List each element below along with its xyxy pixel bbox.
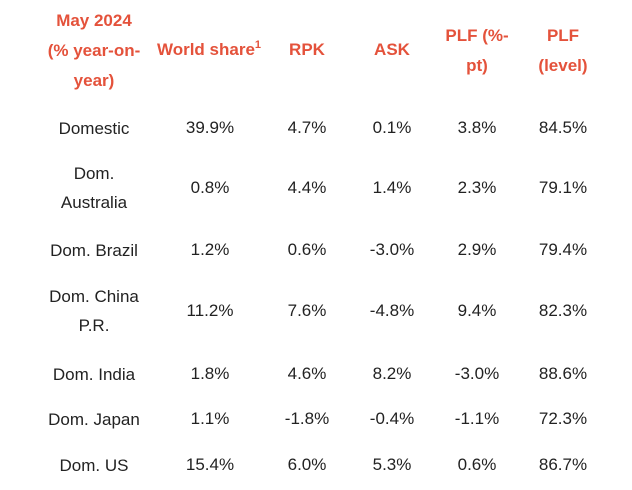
header-world-share: World share1	[150, 35, 268, 65]
table-row: Dom. India 1.8% 4.6% 8.2% -3.0% 88.6%	[0, 361, 632, 387]
table-row: Dom. Australia 0.8% 4.4% 1.4% 2.3% 79.1%	[0, 158, 632, 218]
cell-plf-level: 79.1%	[538, 178, 588, 197]
cell-region: Dom. China P.R.	[49, 287, 139, 335]
cell-ask: -0.4%	[369, 409, 415, 428]
cell-rpk: -1.8%	[284, 409, 330, 428]
cell-plf-level: 86.7%	[538, 455, 588, 474]
cell-ask: 5.3%	[372, 455, 412, 474]
cell-plf-pt: -3.0%	[454, 364, 500, 383]
header-period-line2: (% year-on-	[47, 41, 141, 60]
cell-region: Dom. Japan	[48, 409, 140, 429]
cell-rpk: 7.6%	[287, 301, 327, 320]
header-plf-pt: PLF (%- pt)	[436, 21, 518, 81]
cell-plf-level: 88.6%	[538, 364, 588, 383]
cell-rpk: 4.4%	[287, 178, 327, 197]
cell-world-share: 11.2%	[186, 301, 234, 320]
cell-ask: 1.4%	[372, 178, 412, 197]
header-ask-label: ASK	[374, 40, 410, 59]
header-world-share-label: World share	[156, 40, 255, 59]
cell-world-share: 1.8%	[190, 364, 230, 383]
cell-ask: -3.0%	[369, 240, 415, 259]
header-period-line3: year)	[73, 71, 115, 90]
cell-plf-pt: 3.8%	[457, 118, 497, 137]
cell-world-share: 15.4%	[185, 455, 235, 474]
cell-plf-pt: 2.9%	[457, 240, 497, 259]
cell-rpk: 4.6%	[287, 364, 327, 383]
cell-ask: 0.1%	[372, 118, 412, 137]
header-rpk: RPK	[272, 35, 342, 65]
cell-plf-level: 72.3%	[538, 409, 588, 428]
header-world-share-footnote: 1	[254, 39, 262, 51]
cell-rpk: 4.7%	[287, 118, 327, 137]
cell-region: Dom. Australia	[60, 164, 128, 212]
header-period: May 2024 (% year-on- year)	[38, 6, 150, 96]
header-plf-level: PLF (level)	[526, 21, 600, 81]
cell-plf-pt: -1.1%	[454, 409, 500, 428]
cell-plf-level: 84.5%	[538, 118, 588, 137]
cell-world-share: 0.8%	[190, 178, 230, 197]
cell-region: Dom. Brazil	[50, 240, 138, 260]
table-row: Dom. Japan 1.1% -1.8% -0.4% -1.1% 72.3%	[0, 406, 632, 432]
header-period-line1: May 2024	[56, 11, 132, 30]
cell-region: Dom. US	[59, 455, 129, 475]
cell-region: Dom. India	[52, 364, 136, 384]
header-plf-level-line2: (level)	[538, 56, 588, 75]
header-ask: ASK	[356, 35, 428, 65]
header-plf-pt-line1: PLF (%-	[445, 26, 509, 45]
cell-world-share: 1.1%	[190, 409, 230, 428]
cell-plf-pt: 2.3%	[457, 178, 497, 197]
header-rpk-label: RPK	[289, 40, 325, 59]
cell-plf-level: 79.4%	[538, 240, 588, 259]
cell-plf-pt: 9.4%	[457, 301, 497, 320]
table-row: Dom. US 15.4% 6.0% 5.3% 0.6% 86.7%	[0, 452, 632, 478]
cell-plf-pt: 0.6%	[457, 455, 497, 474]
cell-world-share: 39.9%	[185, 118, 235, 137]
table-row: Dom. Brazil 1.2% 0.6% -3.0% 2.9% 79.4%	[0, 237, 632, 263]
cell-plf-level: 82.3%	[538, 301, 588, 320]
table-row: Domestic 39.9% 4.7% 0.1% 3.8% 84.5%	[0, 115, 632, 141]
cell-rpk: 0.6%	[287, 240, 327, 259]
cell-world-share: 1.2%	[190, 240, 230, 259]
table-row: Dom. China P.R. 11.2% 7.6% -4.8% 9.4% 82…	[0, 281, 632, 341]
header-plf-pt-line2: pt)	[466, 56, 488, 75]
cell-rpk: 6.0%	[287, 455, 327, 474]
cell-region: Domestic	[58, 118, 130, 138]
cell-ask: 8.2%	[372, 364, 412, 383]
cell-ask: -4.8%	[369, 301, 415, 320]
header-plf-level-line1: PLF	[546, 26, 580, 45]
